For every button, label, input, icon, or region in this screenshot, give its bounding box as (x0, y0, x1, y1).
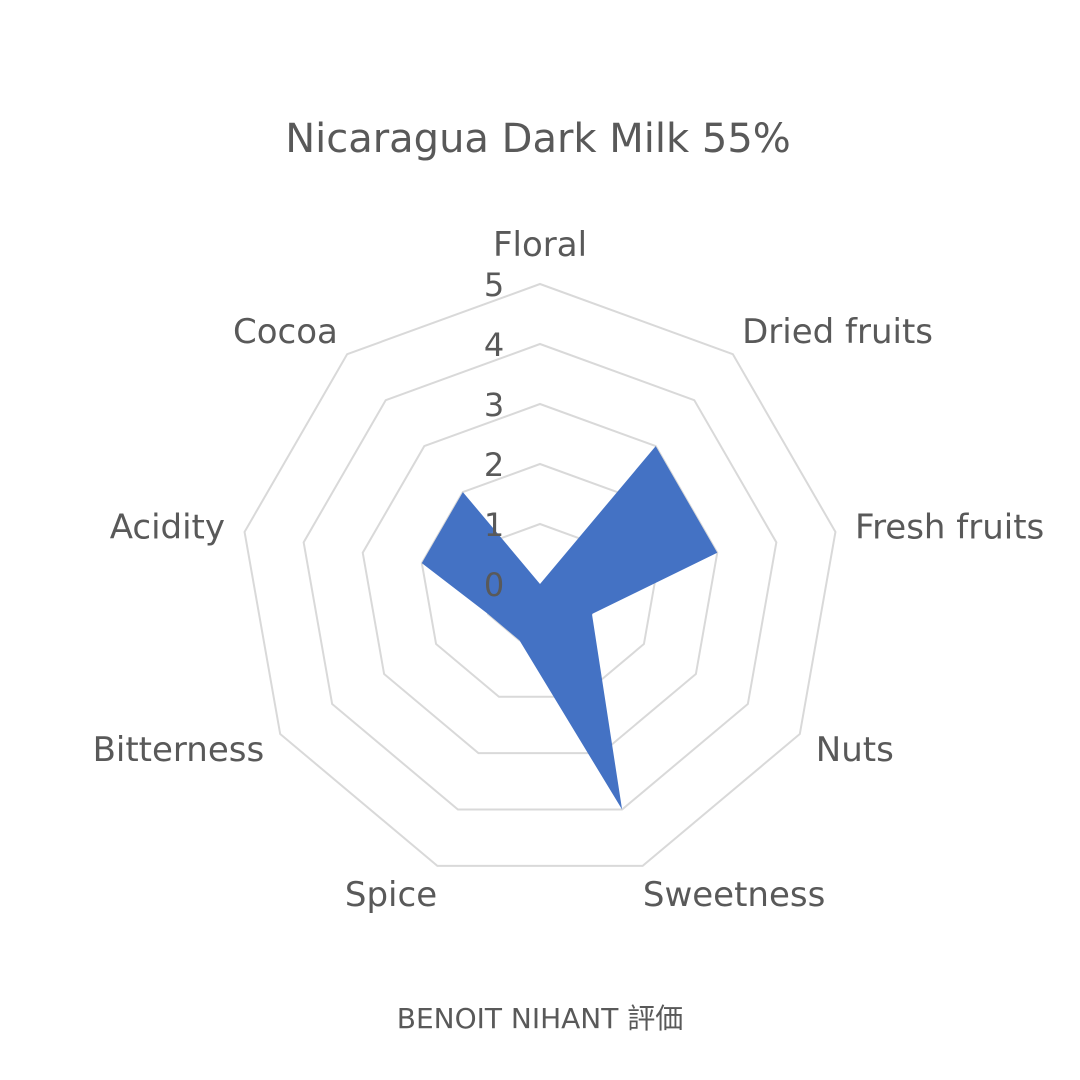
axis-label: Bitterness (93, 730, 265, 770)
axis-label: Dried fruits (742, 312, 933, 352)
grid-ring-5 (243, 282, 837, 867)
series-area (421, 446, 718, 810)
tick-label: 3 (484, 386, 504, 424)
tick-label: 1 (484, 506, 504, 544)
tick-label: 4 (484, 326, 504, 364)
chart-footer: BENOIT NIHANT 評価 (397, 1002, 684, 1035)
axis-label: Fresh fruits (855, 508, 1044, 548)
tick-label: 0 (484, 566, 504, 604)
axis-label: Spice (345, 875, 437, 915)
axis-label: Sweetness (643, 875, 825, 915)
tick-label: 5 (484, 266, 504, 304)
grid-ring-4 (302, 342, 778, 811)
axis-label: Cocoa (233, 312, 338, 352)
axis-label: Nuts (816, 730, 894, 770)
axis-label: Floral (493, 225, 587, 265)
chart-title: Nicaragua Dark Milk 55% (285, 116, 791, 162)
tick-label: 2 (484, 446, 504, 484)
axis-label: Acidity (110, 508, 225, 548)
